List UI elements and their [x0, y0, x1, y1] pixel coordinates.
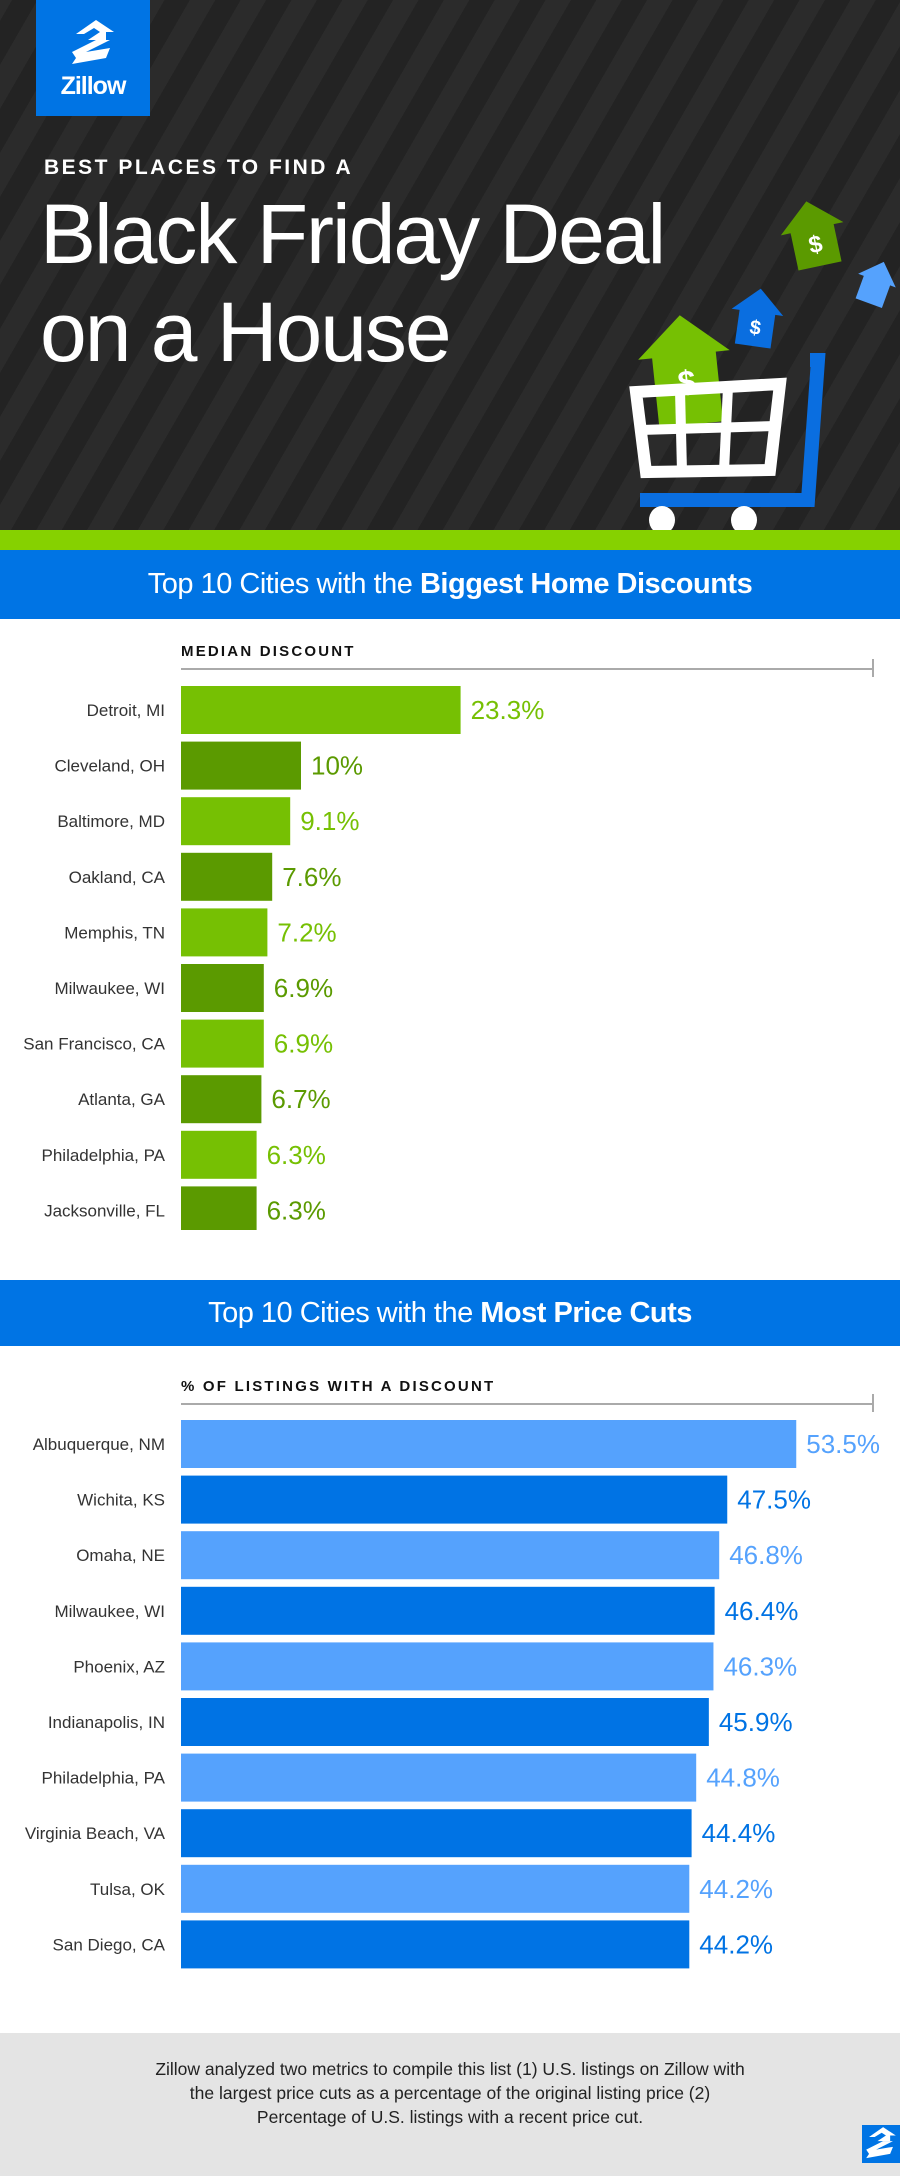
value-label: 9.1% [300, 806, 359, 836]
banner-bold-text: Most Price Cuts [480, 1297, 692, 1329]
bar [181, 964, 264, 1012]
hero-header: Zillow BEST PLACES TO FIND A Black Frida… [0, 0, 900, 534]
bar [181, 797, 291, 846]
svg-text:$: $ [806, 230, 825, 259]
listings-discount-chart: % OF LISTINGS WITH A DISCOUNT Albuquerque… [25, 1378, 880, 1969]
house-dollar-icon [855, 261, 896, 308]
bar [181, 1586, 715, 1635]
value-label: 46.4% [725, 1596, 799, 1626]
banner-text: Top 10 Cities with the [208, 1297, 481, 1329]
value-label: 6.9% [274, 973, 333, 1003]
house-dollar-icon: $ [780, 201, 844, 271]
bar [181, 686, 461, 734]
zillow-logo-small[interactable] [862, 2125, 900, 2163]
value-label: 6.7% [271, 1084, 330, 1114]
value-label: 45.9% [719, 1707, 793, 1737]
footer-note: Zillow analyzed two metrics to compile t… [0, 2033, 900, 2176]
hero-kicker: BEST PLACES TO FIND A [44, 156, 354, 179]
median-discount-chart: MEDIAN DISCOUNT Detroit, MI 23.3% Cleveland… [23, 643, 874, 1230]
bar [181, 1420, 797, 1468]
category-label: Memphis, TN [64, 923, 165, 942]
category-label: Indianapolis, IN [48, 1713, 165, 1732]
category-label: Atlanta, GA [78, 1090, 166, 1109]
value-label: 44.2% [699, 1929, 773, 1959]
logo-wordmark: Zillow [60, 72, 127, 100]
bar [181, 1698, 709, 1746]
value-label: 7.2% [277, 917, 336, 947]
zillow-z-icon [866, 2127, 896, 2159]
bar [181, 852, 273, 901]
bar [181, 1130, 257, 1179]
svg-text:$: $ [748, 317, 762, 340]
zillow-logo[interactable]: Zillow [36, 0, 150, 116]
category-label: San Diego, CA [53, 1935, 166, 1954]
bar [181, 1019, 264, 1068]
value-label: 44.4% [702, 1818, 776, 1848]
bar [181, 908, 268, 957]
shopping-cart-icon: $ $ $ [629, 201, 896, 534]
chart-title: % OF LISTINGS WITH A DISCOUNT [181, 1378, 495, 1395]
bar [181, 1809, 692, 1858]
value-label: 44.8% [706, 1763, 780, 1793]
bar [181, 1642, 714, 1691]
value-label: 7.6% [282, 862, 341, 892]
value-label: 6.3% [267, 1195, 326, 1225]
methodology-text: Zillow analyzed two metrics to compile t… [155, 2059, 745, 2127]
section-banner-discounts: Top 10 Cities with the Biggest Home Disc… [0, 550, 900, 619]
category-label: Omaha, NE [76, 1546, 165, 1565]
category-label: Detroit, MI [87, 701, 165, 720]
category-label: Philadelphia, PA [42, 1146, 166, 1165]
banner-bold-text: Biggest Home Discounts [419, 568, 753, 600]
bar [181, 1864, 690, 1913]
category-label: Jacksonville, FL [44, 1201, 165, 1220]
category-label: Oakland, CA [69, 868, 166, 887]
value-label: 46.8% [729, 1540, 803, 1570]
value-label: 46.3% [723, 1651, 797, 1681]
category-label: Phoenix, AZ [73, 1657, 165, 1676]
bar [181, 1531, 720, 1580]
category-label: Albuquerque, NM [33, 1435, 165, 1454]
category-label: Milwaukee, WI [54, 1602, 165, 1621]
value-label: 47.5% [737, 1485, 811, 1515]
green-divider [0, 530, 900, 550]
hero-title-line2: on a House [40, 285, 452, 379]
zillow-z-icon [72, 20, 114, 64]
bar [181, 741, 301, 790]
value-label: 23.3% [471, 695, 545, 725]
bar [181, 1075, 262, 1124]
value-label: 10% [311, 751, 363, 781]
value-label: 44.2% [699, 1874, 773, 1904]
bar [181, 1475, 728, 1524]
category-label: San Francisco, CA [23, 1035, 165, 1054]
chart-title: MEDIAN DISCOUNT [181, 643, 356, 660]
value-label: 53.5% [806, 1429, 880, 1459]
value-label: 6.3% [267, 1140, 326, 1170]
value-label: 6.9% [274, 1029, 333, 1059]
category-label: Cleveland, OH [54, 757, 165, 776]
banner-text: Top 10 Cities with the [147, 568, 420, 600]
bar [181, 1920, 690, 1969]
category-label: Milwaukee, WI [54, 979, 165, 998]
category-label: Baltimore, MD [57, 812, 165, 831]
bar [181, 1753, 697, 1802]
house-dollar-icon: $ [731, 288, 784, 349]
category-label: Tulsa, OK [90, 1880, 166, 1899]
bar [181, 1186, 257, 1230]
section-banner-price-cuts: Top 10 Cities with the Most Price Cuts [0, 1280, 900, 1346]
category-label: Philadelphia, PA [42, 1769, 166, 1788]
hero-title-line1: Black Friday Deal [40, 187, 666, 281]
category-label: Wichita, KS [77, 1491, 165, 1510]
category-label: Virginia Beach, VA [25, 1824, 166, 1843]
